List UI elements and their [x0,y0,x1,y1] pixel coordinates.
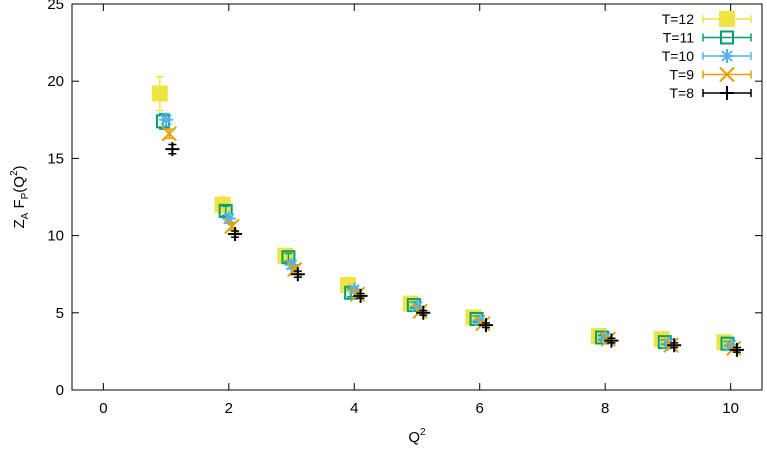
x-tick-label: 8 [601,400,609,417]
axis-ticks: 0 2 4 6 8 10 0 5 10 15 20 25 [47,0,762,417]
legend-marker [720,49,734,63]
legend-entry: T=8 [669,85,752,101]
y-tick-label: 10 [47,228,64,245]
x-axis-label-base: Q [408,429,420,446]
y-label-close: ) [11,165,28,170]
legend: T=12 T=11 T=10 T=9 T=8 [662,11,752,101]
x-tick-label: 6 [476,400,484,417]
plot-frame [71,3,763,391]
legend-marker [719,66,735,83]
series-t-12 [151,75,733,351]
data-point [667,338,682,353]
x-tick-label: 0 [99,400,107,417]
x-tick-label: 2 [225,400,233,417]
series-t-9 [161,125,742,357]
data-point [224,218,240,235]
legend-line [702,33,752,42]
series-t-8 [165,142,744,357]
data-point [604,333,619,348]
data-point [479,318,493,333]
data-points [151,75,744,357]
data-point [347,282,362,297]
legend-entry: T=10 [662,48,752,64]
data-point [600,331,617,347]
y-label-f-sub: P [20,192,31,199]
legend-entry: T=9 [669,66,752,83]
legend-marker [720,30,734,45]
series-t-10 [159,112,738,353]
y-tick-label: 15 [47,150,64,167]
legend-label: T=11 [663,30,694,46]
legend-label: T=10 [662,48,695,64]
data-point [159,112,174,127]
data-point [729,342,744,357]
legend-label: T=12 [662,11,695,27]
y-label-sup: 2 [9,170,20,176]
legend-marker [719,11,735,27]
legend-entry: T=12 [662,11,752,27]
data-point [353,288,368,303]
y-label-z-sub: A [20,212,31,219]
y-axis-label: ZA FP(Q2) [9,165,31,228]
data-point [349,286,366,302]
legend-entry: T=11 [663,30,752,46]
data-point [410,299,424,314]
y-tick-label: 5 [56,305,64,322]
y-label-f: F [11,199,28,212]
data-point [151,75,168,112]
data-point [165,142,180,157]
x-tick-label: 4 [350,400,358,417]
data-point [161,125,177,142]
data-point [416,305,431,320]
x-axis-label-sup: 2 [420,427,426,438]
legend-label: T=9 [669,67,694,83]
data-point [228,227,243,242]
legend-label: T=8 [669,85,694,101]
y-tick-label: 25 [47,0,64,13]
legend-marker [720,86,734,100]
x-tick-label: 10 [722,400,739,417]
x-axis-label: Q2 [408,427,426,446]
data-point [284,257,299,272]
y-tick-label: 20 [47,73,64,90]
series-t-11 [155,112,735,351]
y-tick-label: 0 [56,382,64,399]
y-label-open: (Q [11,176,28,193]
data-point [290,267,305,282]
y-label-z: Z [11,219,28,228]
